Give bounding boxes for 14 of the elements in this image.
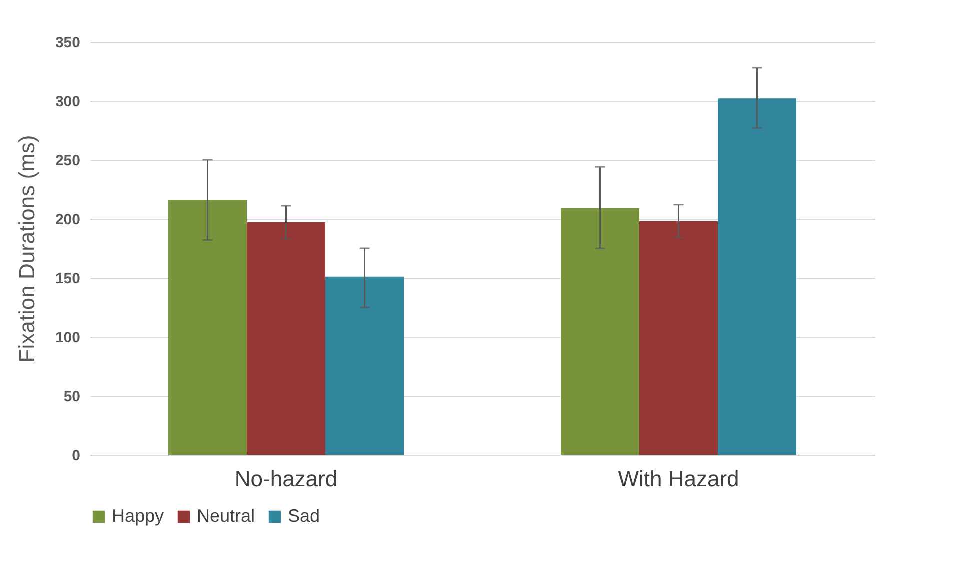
y-tick-label: 50 — [64, 388, 80, 406]
y-tick-label: 200 — [55, 212, 80, 228]
y-axis-title: Fixation Durations (ms) — [14, 135, 40, 363]
x-tick-label: No-hazard — [234, 466, 338, 492]
legend-label: Happy — [112, 506, 164, 526]
x-tick-label: With Hazard — [618, 466, 740, 492]
y-tick-label: 250 — [55, 152, 80, 170]
legend-label: Neutral — [197, 506, 256, 526]
y-tick-label: 150 — [55, 270, 80, 288]
y-tick-label: 300 — [55, 94, 80, 110]
y-tick-label: 0 — [72, 448, 80, 464]
y-tick-label: 100 — [55, 330, 80, 346]
y-tick-label: 350 — [55, 34, 80, 52]
legend-label: Sad — [288, 506, 320, 526]
